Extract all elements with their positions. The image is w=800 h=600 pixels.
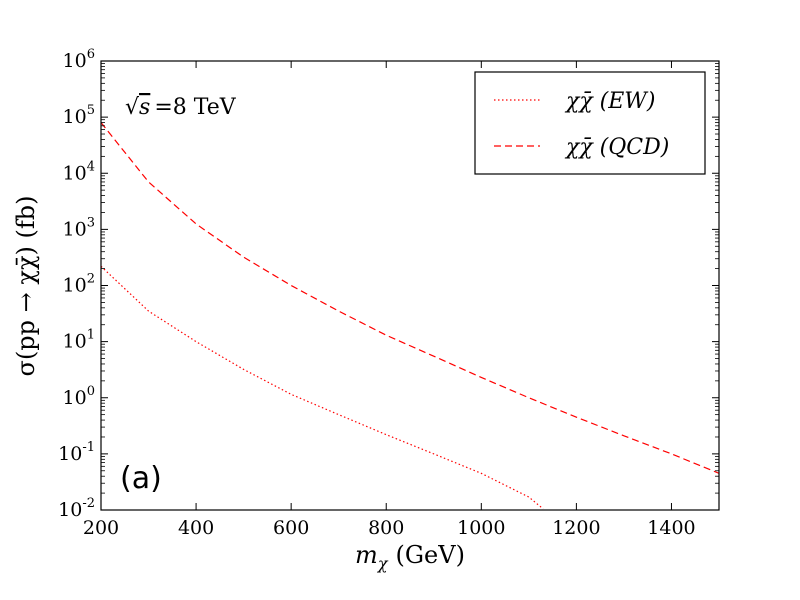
y-tick-label-1: 101 (63, 328, 95, 353)
x-tick-label-800: 800 (368, 517, 404, 539)
energy-annotation: √s =8 TeV (125, 95, 237, 120)
x-tick-label-200: 200 (83, 517, 119, 539)
y-tick-label-6: 106 (63, 47, 95, 72)
legend-label-ew: χχ̄ (EW) (564, 89, 656, 114)
y-axis-label: σ(pp → χχ̄) (fb) (12, 196, 40, 377)
x-tick-label-1000: 1000 (457, 517, 505, 539)
ticks (100, 60, 719, 511)
y-tick-label-0: 100 (63, 384, 95, 409)
y-tick-label-2: 102 (63, 272, 95, 297)
tick-labels: 200 400 600 800 1000 1200 1400 10-2 10-1 100 101 10… (58, 47, 696, 539)
legend-box (474, 71, 706, 175)
x-axis-label: mχ (GeV) (355, 541, 465, 573)
x-tick-label-400: 400 (178, 517, 214, 539)
y-tick-label-4: 104 (63, 159, 95, 184)
series-line-qcd (100, 122, 720, 474)
y-tick-label-5: 105 (63, 103, 95, 128)
y-tick-label-3: 103 (63, 215, 95, 240)
legend-label-qcd: χχ̄ (QCD) (564, 135, 669, 160)
x-tick-label-1400: 1400 (647, 517, 695, 539)
y-tick-label--1: 10-1 (58, 440, 95, 465)
x-tick-label-1200: 1200 (552, 517, 600, 539)
y-tick-label--2: 10-2 (58, 496, 95, 521)
x-tick-label-600: 600 (273, 517, 309, 539)
legend: χχ̄ (EW) χχ̄ (QCD) (474, 71, 706, 175)
panel-label: (a) (120, 461, 162, 496)
plot-lines (100, 122, 720, 510)
